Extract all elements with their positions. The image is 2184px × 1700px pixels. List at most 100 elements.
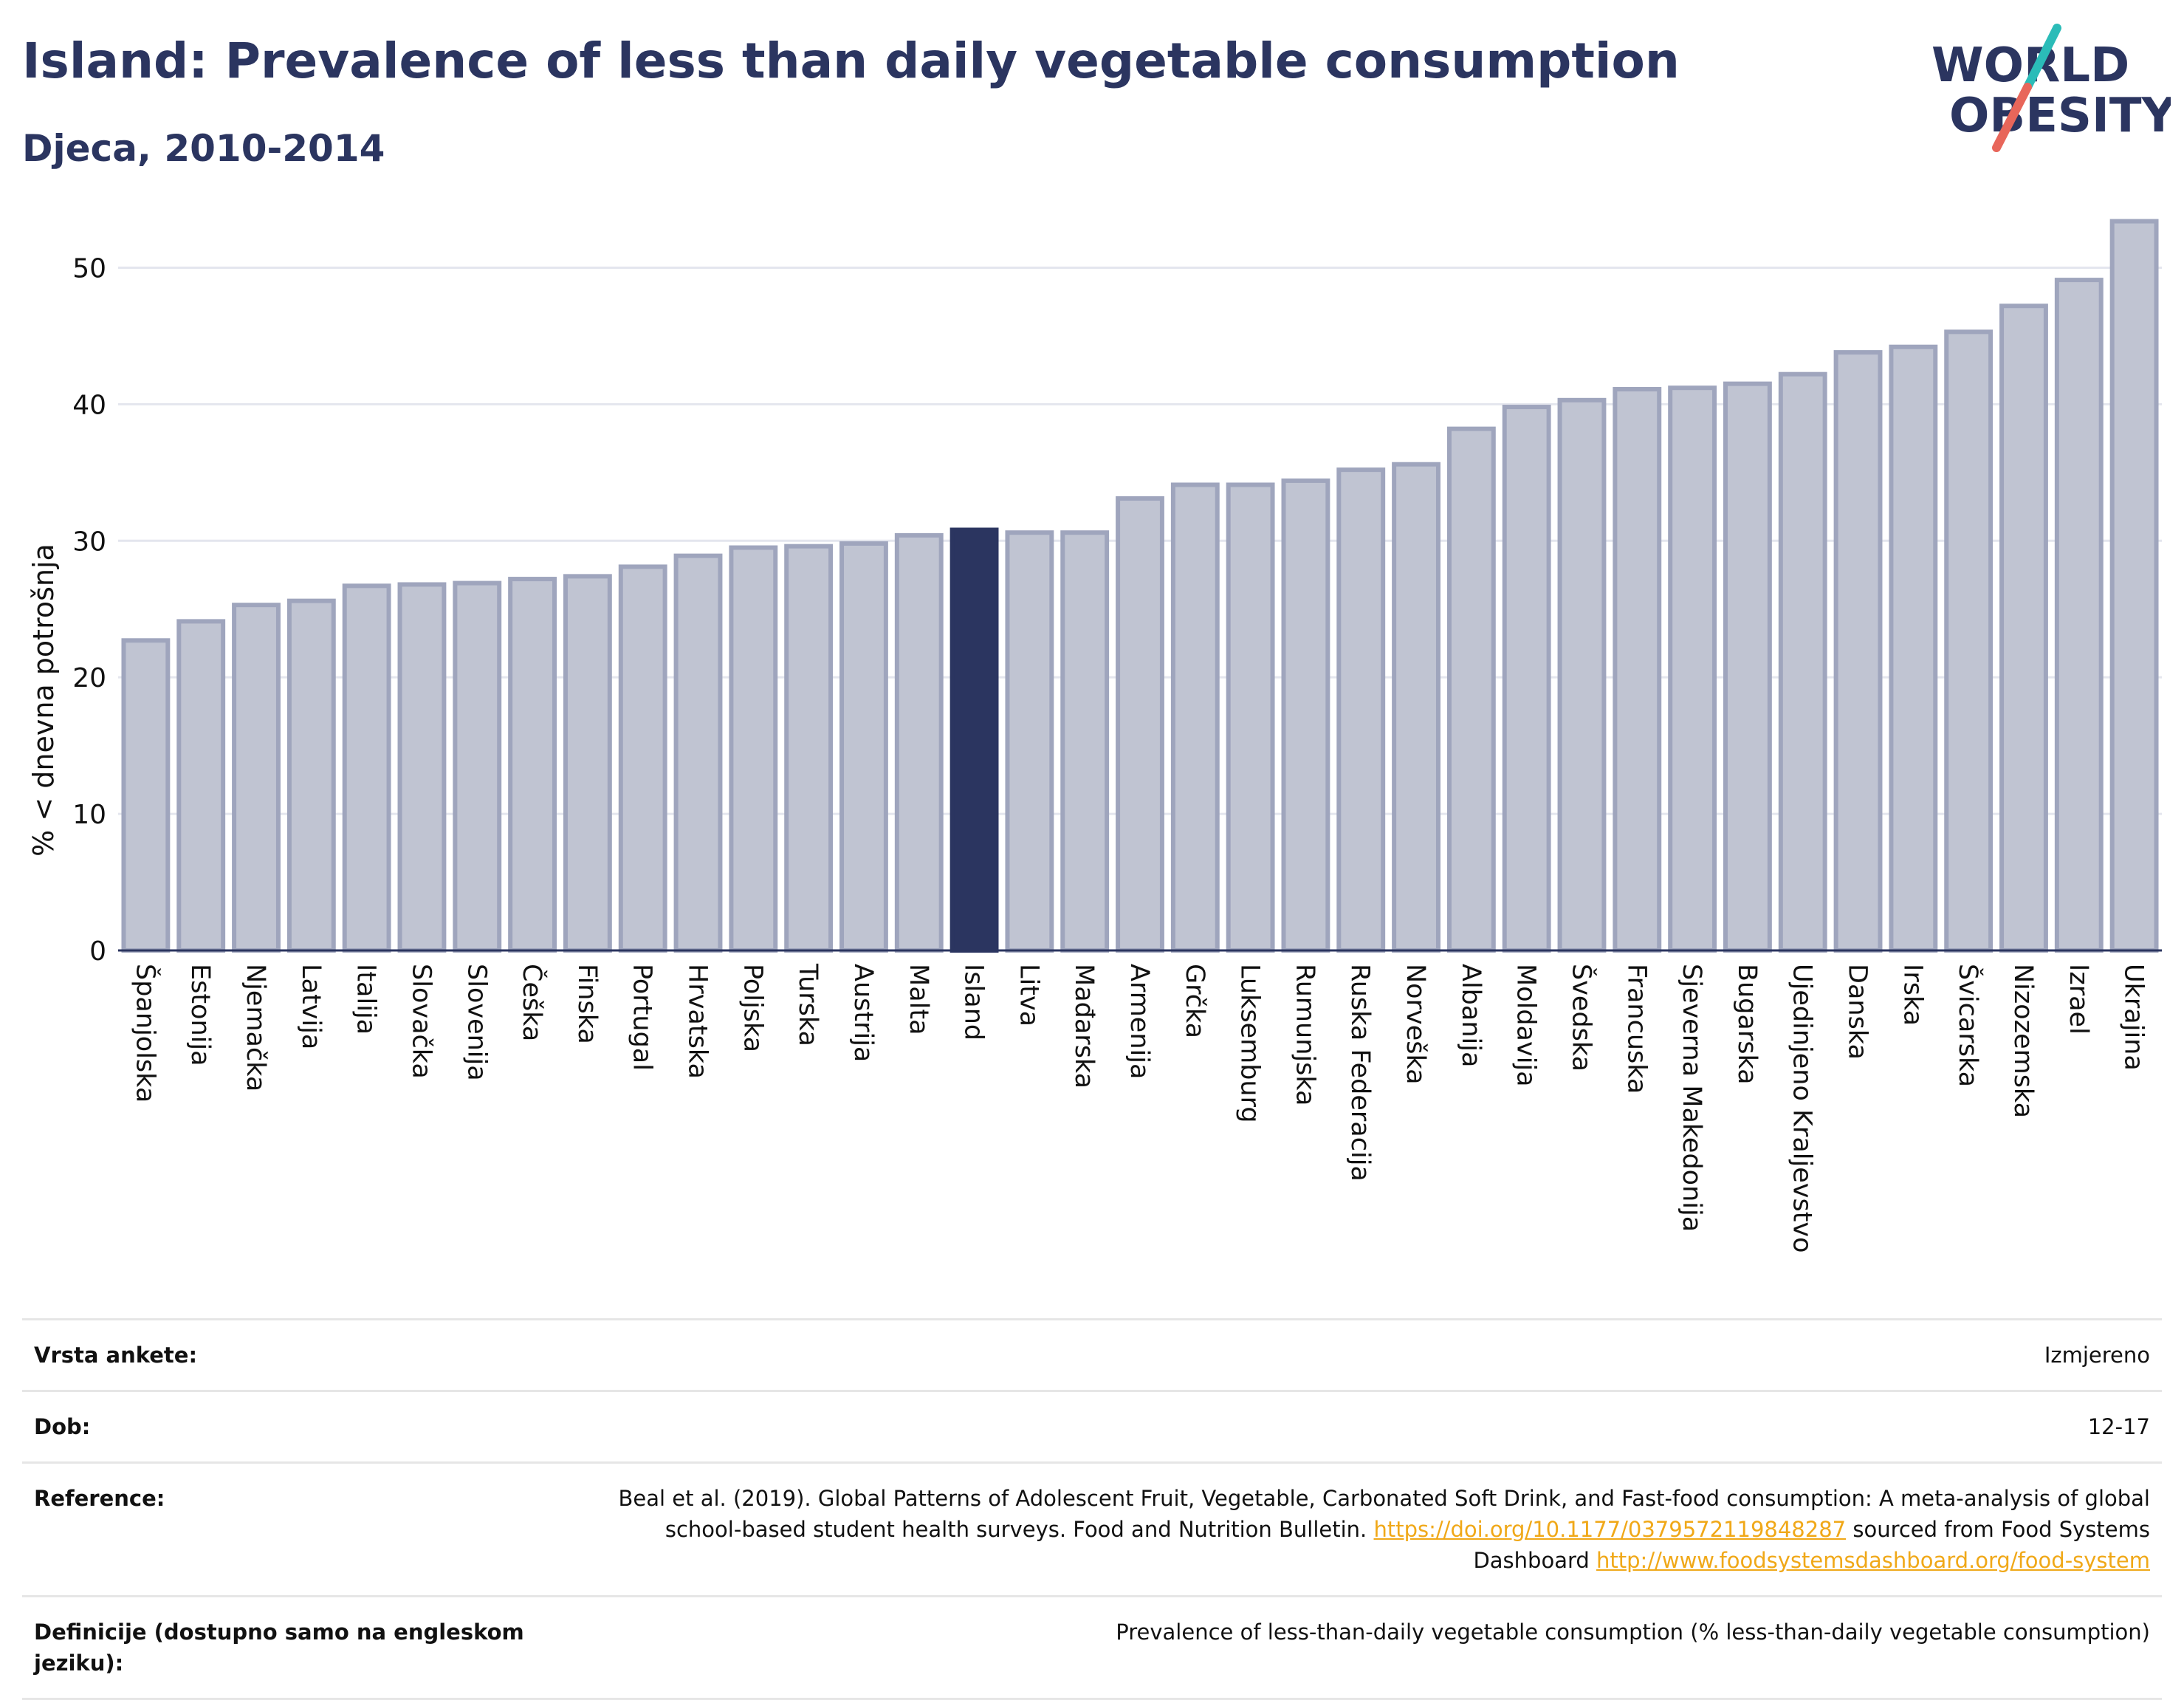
logo-line2: OBESITY	[1949, 89, 2171, 143]
bar-7	[508, 577, 557, 953]
x-tick-label-24: Albanija	[1456, 964, 1486, 1067]
bar-36	[2109, 219, 2159, 953]
x-tick-label-29: Bugarska	[1732, 964, 1762, 1085]
x-tick-label-8: Finska	[572, 964, 602, 1044]
y-tick-label-5: 50	[72, 253, 106, 284]
age-value: 12-17	[2087, 1414, 2150, 1439]
x-tick-label-10: Hrvatska	[683, 964, 712, 1079]
x-tick-label-27: Francuska	[1621, 964, 1651, 1094]
bar-11	[729, 545, 778, 953]
definition-label: Definicije (dostupno samo na engleskom j…	[34, 1620, 524, 1676]
x-tick-label-21: Rumunjska	[1290, 964, 1319, 1106]
bar-10	[673, 553, 723, 953]
x-tick-label-0: Španjolska	[130, 964, 161, 1103]
bar-20	[1226, 482, 1275, 953]
x-tick-label-6: Slovenija	[461, 964, 491, 1081]
y-tick-label-1: 10	[72, 800, 106, 830]
x-tick-label-17: Mađarska	[1069, 964, 1099, 1089]
bar-3	[286, 598, 336, 953]
bar-13	[839, 541, 888, 953]
x-tick-label-31: Danska	[1843, 964, 1872, 1060]
bar-30	[1778, 371, 1827, 953]
bar-15	[950, 527, 999, 953]
age-label: Dob:	[34, 1414, 91, 1439]
x-tick-label-20: Luksemburg	[1235, 964, 1265, 1123]
bar-4	[342, 583, 391, 953]
age-row: Dob: 12-17	[22, 1390, 2162, 1461]
info-table: Vrsta ankete: Izmjereno Dob: 12-17 Refer…	[22, 1318, 2162, 1700]
survey-type-value: Izmjereno	[2044, 1343, 2150, 1368]
bar-12	[784, 544, 834, 953]
bar-14	[894, 532, 944, 953]
x-axis-labels: Španjolska Estonija Njemačka Latvija Italija…	[130, 963, 2148, 1253]
x-tick-label-19: Grčka	[1180, 964, 1209, 1038]
x-tick-label-35: Izrael	[2064, 964, 2093, 1035]
bar-29	[1723, 381, 1772, 953]
reference-label: Reference:	[34, 1486, 165, 1511]
x-tick-label-33: Švicarska	[1953, 964, 1984, 1087]
x-tick-label-34: Nizozemska	[2008, 964, 2038, 1118]
x-tick-label-11: Poljska	[738, 964, 767, 1052]
x-tick-label-18: Armenija	[1124, 964, 1154, 1079]
x-tick-label-16: Litva	[1014, 964, 1043, 1026]
x-tick-label-22: Ruska Federacija	[1345, 964, 1375, 1182]
page-subtitle: Djeca, 2010-2014	[22, 127, 385, 170]
bars	[121, 219, 2159, 953]
bar-35	[2054, 278, 2104, 953]
x-tick-label-12: Turska	[793, 963, 823, 1046]
bar-21	[1281, 478, 1330, 953]
definition-value: Prevalence of less-than-daily vegetable …	[1116, 1620, 2150, 1645]
world-obesity-logo: WORLD OBESITY	[1931, 24, 2171, 152]
x-tick-label-23: Norveška	[1401, 964, 1430, 1085]
reference-row: Reference: Beal et al. (2019). Global Pa…	[22, 1461, 2162, 1595]
survey-type-row: Vrsta ankete: Izmjereno	[22, 1318, 2162, 1390]
x-tick-label-36: Ukrajina	[2119, 964, 2149, 1071]
bar-28	[1668, 385, 1717, 953]
reference-value: Beal et al. (2019). Global Patterns of A…	[600, 1483, 2150, 1576]
bar-16	[1005, 530, 1054, 953]
food-systems-link[interactable]: http://www.foodsystemsdashboard.org/food…	[1596, 1548, 2150, 1573]
bar-23	[1392, 462, 1440, 953]
bar-26	[1557, 397, 1607, 953]
bar-19	[1170, 482, 1220, 953]
bar-5	[397, 582, 447, 953]
doi-link[interactable]: https://doi.org/10.1177/0379572119848287	[1373, 1517, 1847, 1542]
page-title: Island: Prevalence of less than daily ve…	[22, 32, 1680, 89]
y-tick-label-0: 0	[89, 936, 106, 967]
bar-17	[1060, 530, 1110, 953]
bar-chart: 0 10 20 30 40 50 Španjolska Estonija Njemačka La…	[27, 219, 2162, 1253]
bar-34	[1999, 304, 2048, 953]
bar-27	[1613, 387, 1662, 953]
x-tick-label-28: Sjeverna Makedonija	[1677, 964, 1706, 1232]
bar-31	[1833, 350, 1883, 953]
bar-8	[563, 574, 612, 953]
bar-9	[618, 564, 667, 953]
x-tick-label-14: Malta	[904, 964, 933, 1035]
bar-24	[1446, 426, 1496, 953]
x-tick-label-9: Portugal	[628, 964, 657, 1071]
x-tick-label-1: Estonija	[185, 964, 215, 1066]
x-tick-label-15: Island	[959, 964, 989, 1041]
y-tick-label-4: 40	[72, 390, 106, 420]
reference-text-2: sourced from Food Systems Dashboard	[1473, 1517, 2150, 1573]
y-tick-label-2: 20	[72, 663, 106, 693]
x-tick-label-3: Latvija	[296, 964, 326, 1049]
x-tick-label-4: Italija	[351, 964, 381, 1035]
survey-type-label: Vrsta ankete:	[34, 1343, 198, 1368]
x-tick-label-2: Njemačka	[241, 964, 270, 1091]
bar-25	[1502, 405, 1551, 953]
definition-row: Definicije (dostupno samo na engleskom j…	[22, 1595, 2162, 1700]
bar-22	[1336, 467, 1386, 953]
x-tick-label-5: Slovačka	[406, 964, 436, 1079]
reference-text-1: Beal et al. (2019). Global Patterns of A…	[618, 1486, 2150, 1542]
y-axis-ticks: 0 10 20 30 40 50	[72, 253, 106, 967]
bar-2	[232, 603, 281, 953]
x-tick-label-30: Ujedinjeno Kraljevstvo	[1788, 964, 1817, 1253]
bar-32	[1889, 344, 1938, 953]
logo-slash-teal	[2023, 24, 2061, 92]
x-tick-label-26: Švedska	[1566, 964, 1597, 1072]
y-axis-label: % < dnevna potrošnja	[27, 544, 60, 857]
bar-0	[121, 638, 171, 953]
x-tick-label-25: Moldavija	[1511, 964, 1541, 1087]
logo-slash-coral	[1992, 83, 2032, 152]
